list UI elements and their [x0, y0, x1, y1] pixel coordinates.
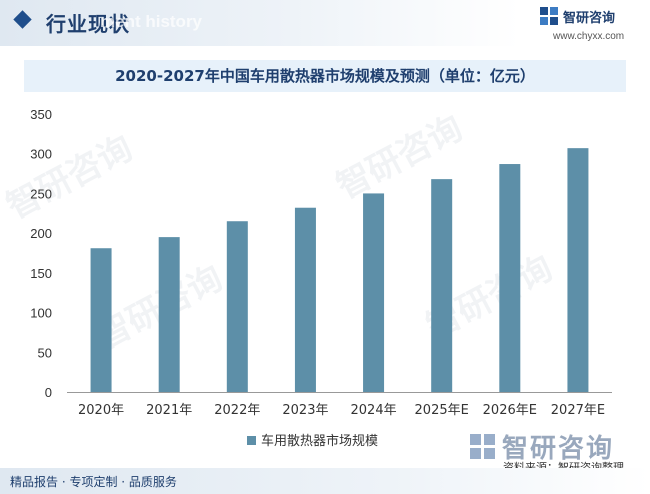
bar [226, 221, 248, 392]
bar [363, 193, 385, 392]
y-tick-label: 200 [30, 226, 52, 241]
bar [499, 164, 521, 392]
section-title: 行业现状 [46, 12, 130, 36]
y-tick-label: 150 [30, 266, 52, 281]
header-bar: 行业现状 ment history 智研咨询 www.chyxx.com [0, 0, 650, 46]
bar [294, 207, 316, 392]
x-tick-label: 2021年 [146, 403, 192, 418]
footer-bar: 精品报告 · 专项定制 · 品质服务 [0, 468, 650, 494]
bar [567, 148, 589, 392]
x-tick-label: 2027年E [551, 403, 605, 418]
bottom-logo-text: 智研咨询 [502, 434, 615, 464]
bottom-logo: 智研咨询 [470, 428, 614, 465]
x-tick-label: 2026年E [483, 403, 537, 418]
chart-title: 2020-2027年中国车用散热器市场规模及预测（单位：亿元） [115, 67, 535, 85]
legend-label: 车用散热器市场规模 [261, 433, 378, 449]
bar [158, 237, 180, 392]
logo-icon [470, 433, 496, 460]
y-tick-label: 100 [30, 306, 52, 321]
bar [90, 248, 112, 392]
y-tick-label: 350 [30, 107, 52, 122]
section-subtitle: ment history [100, 12, 203, 31]
x-tick-label: 2020年 [78, 403, 124, 418]
footer-text: 精品报告 · 专项定制 · 品质服务 [10, 475, 177, 489]
logo-text: 智研咨询 [563, 10, 616, 26]
brand-logo: 智研咨询 [540, 6, 615, 26]
y-tick-label: 300 [30, 147, 52, 162]
bar [431, 179, 453, 392]
x-tick-label: 2025年E [415, 403, 469, 418]
y-tick-label: 50 [38, 345, 52, 360]
x-tick-label: 2024年 [351, 403, 397, 418]
x-tick-label: 2023年 [282, 403, 328, 418]
logo-icon [540, 7, 558, 25]
y-tick-label: 250 [30, 186, 52, 201]
site-url: www.chyxx.com [553, 31, 625, 42]
y-tick-label: 0 [45, 385, 52, 400]
chart-title-band: 2020-2027年中国车用散热器市场规模及预测（单位：亿元） [24, 60, 626, 92]
x-tick-label: 2022年 [214, 403, 260, 418]
legend-swatch [247, 436, 256, 445]
